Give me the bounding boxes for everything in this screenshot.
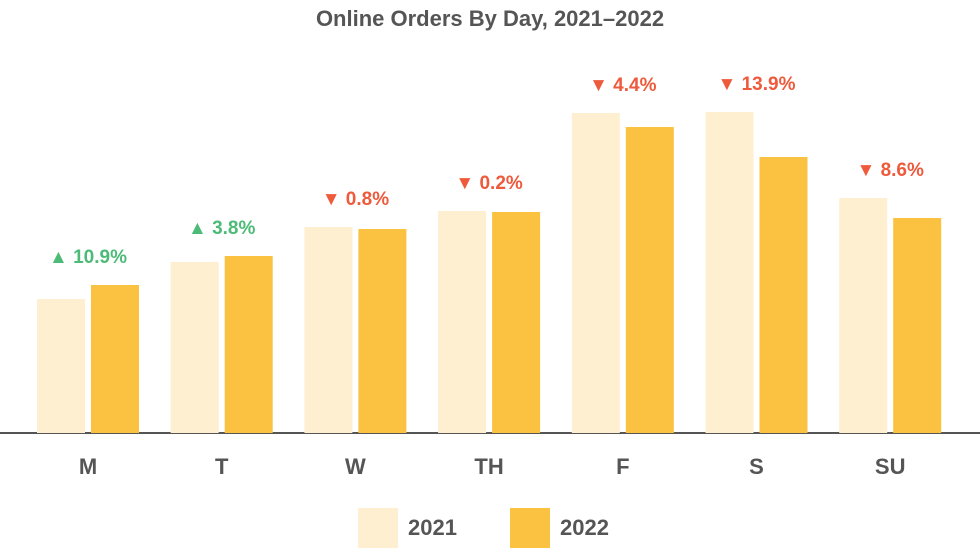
x-tick-label: TH [474,454,503,479]
change-label: ▼ 8.6% [857,160,924,181]
legend-label: 2021 [408,515,457,540]
bar [37,299,85,433]
change-label: ▼ 13.9% [718,74,796,95]
change-label: ▲ 10.9% [49,247,127,268]
x-tick-label: SU [875,454,906,479]
bar [492,212,541,433]
bar [625,127,674,433]
x-tick-label: S [749,454,764,479]
legend-swatch [358,508,398,548]
bar [571,113,620,433]
bar [224,256,273,433]
bar [358,229,407,433]
x-tick-label: M [79,454,97,479]
change-label: ▼ 0.2% [455,173,522,194]
bar [705,112,754,433]
x-tick-label: F [616,454,629,479]
bar [91,285,139,433]
change-label: ▼ 0.8% [322,189,389,210]
legend-label: 2022 [560,515,609,540]
chart-title: Online Orders By Day, 2021–2022 [316,6,664,31]
change-label: ▲ 3.8% [188,218,255,239]
bar [839,198,888,433]
legend-swatch [510,508,550,548]
change-label: ▼ 4.4% [589,75,656,96]
bar [438,211,487,433]
x-tick-label: T [215,454,229,479]
bar [170,262,219,433]
bar [304,227,353,433]
bar [893,218,942,433]
bar [759,157,808,433]
x-tick-label: W [345,454,366,479]
